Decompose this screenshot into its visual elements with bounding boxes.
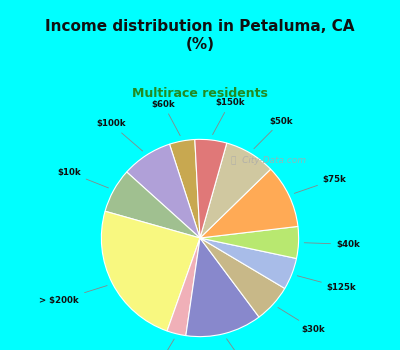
Text: $150k: $150k (213, 98, 245, 135)
Wedge shape (167, 238, 200, 336)
Text: > $200k: > $200k (39, 286, 107, 305)
Text: Multirace residents: Multirace residents (132, 87, 268, 100)
Wedge shape (195, 139, 227, 238)
Text: $125k: $125k (297, 276, 356, 292)
Text: ⓘ  City-Data.com: ⓘ City-Data.com (231, 155, 306, 164)
Wedge shape (170, 140, 200, 238)
Wedge shape (127, 144, 200, 238)
Text: $50k: $50k (254, 117, 293, 149)
Wedge shape (200, 169, 298, 238)
Wedge shape (186, 238, 259, 337)
Text: $40k: $40k (304, 240, 360, 249)
Text: $30k: $30k (278, 307, 325, 334)
Wedge shape (105, 172, 200, 238)
Text: $100k: $100k (96, 119, 142, 151)
Text: $10k: $10k (57, 168, 108, 188)
Wedge shape (200, 226, 299, 259)
Text: $60k: $60k (152, 100, 180, 136)
Text: Income distribution in Petaluma, CA
(%): Income distribution in Petaluma, CA (%) (45, 19, 355, 52)
Wedge shape (200, 238, 296, 288)
Text: $200k: $200k (226, 339, 263, 350)
Wedge shape (101, 211, 200, 331)
Wedge shape (200, 238, 285, 317)
Wedge shape (200, 143, 271, 238)
Text: $20k: $20k (144, 339, 174, 350)
Text: $75k: $75k (294, 175, 347, 193)
